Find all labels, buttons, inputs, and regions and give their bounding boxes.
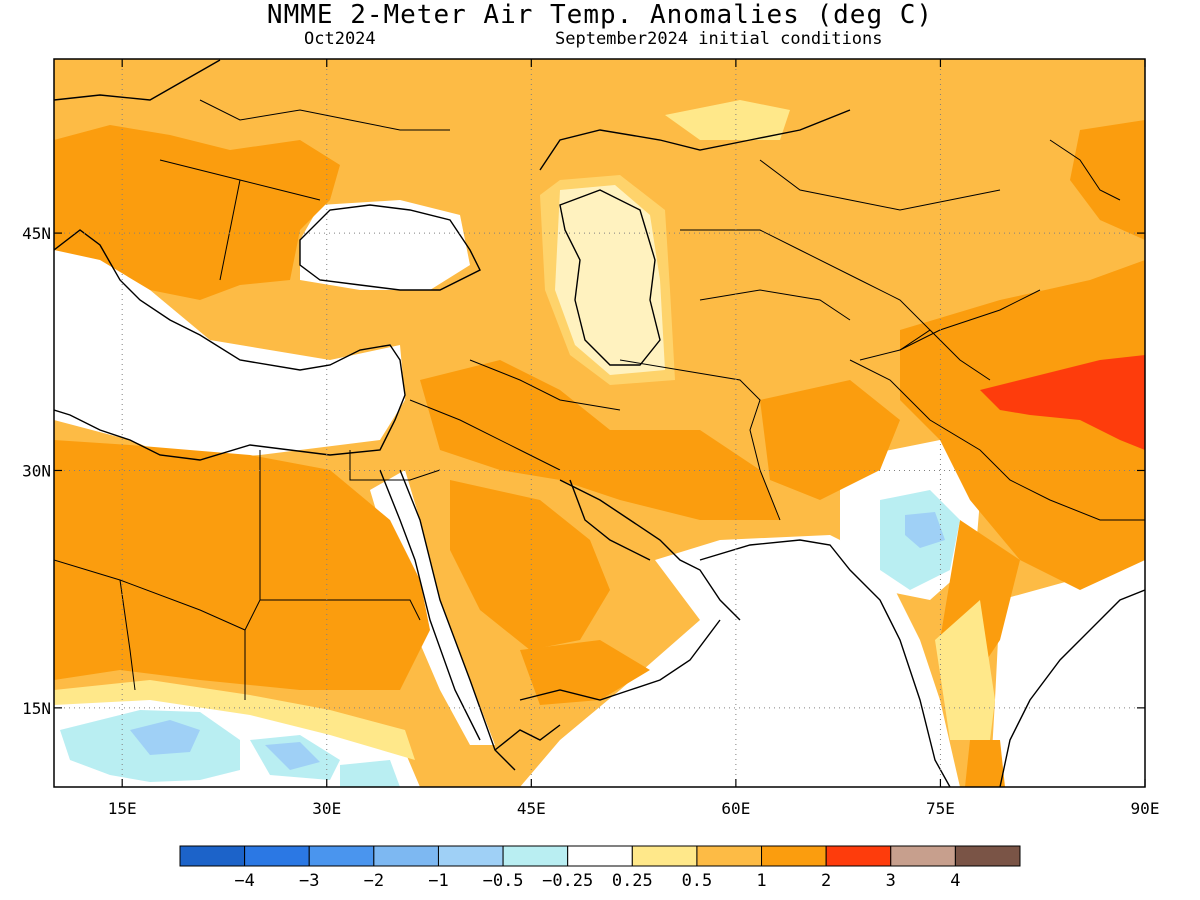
colorbar-swatch: [308, 845, 375, 867]
colorbar-label: −0.5: [483, 871, 524, 891]
colorbar-swatch: [179, 845, 246, 867]
forecast-month: Oct2024: [304, 29, 376, 49]
colorbar-swatch: [631, 845, 698, 867]
lat-tick-label: 45N: [22, 224, 51, 243]
colorbar-swatch: [825, 845, 892, 867]
lon-tick-label: 90E: [1131, 799, 1160, 818]
colorbar-swatch: [373, 845, 439, 867]
colorbar-swatch: [437, 845, 504, 867]
colorbar-label: 1: [756, 871, 766, 891]
axis-ticks: 15E 30E 45E 60E 75E 90E 45N 30N 15N: [22, 59, 1159, 818]
lon-tick-label: 15E: [108, 799, 137, 818]
lon-tick-label: 75E: [926, 799, 955, 818]
coastlines: [54, 59, 1145, 787]
colorbar-label: −1: [428, 871, 448, 891]
lon-tick-label: 45E: [517, 799, 546, 818]
gridlines: [54, 59, 1145, 787]
colorbar-label: −0.25: [542, 871, 593, 891]
lat-tick-label: 30N: [22, 461, 51, 480]
colorbar-label: 2: [821, 871, 831, 891]
lat-tick-label: 15N: [22, 699, 51, 718]
colorbar-label: 4: [950, 871, 960, 891]
colorbar-swatch: [567, 845, 633, 867]
colorbar-swatch: [696, 845, 763, 867]
colorbar-label: −4: [234, 871, 254, 891]
initial-conditions: September2024 initial conditions: [555, 29, 883, 49]
colorbar-label: 0.25: [612, 871, 653, 891]
colorbar-swatch: [761, 845, 827, 867]
colorbar-label: −3: [299, 871, 319, 891]
colorbar-swatch: [890, 845, 956, 867]
lon-tick-label: 60E: [721, 799, 750, 818]
anomaly-field: [54, 59, 1145, 787]
colorbar-label: 0.5: [682, 871, 713, 891]
colorbar-label: 3: [886, 871, 896, 891]
lon-tick-label: 30E: [312, 799, 341, 818]
colorbar: −4 −3 −2 −1 −0.5 −0.25 0.25 0.5 1 2 3 4: [179, 845, 1021, 891]
map-title: NMME 2-Meter Air Temp. Anomalies (deg C): [266, 0, 934, 30]
map-frame: [53, 58, 1146, 788]
colorbar-swatch: [502, 845, 569, 867]
colorbar-swatch: [244, 845, 310, 867]
colorbar-label: −2: [364, 871, 384, 891]
colorbar-swatch: [954, 845, 1021, 867]
